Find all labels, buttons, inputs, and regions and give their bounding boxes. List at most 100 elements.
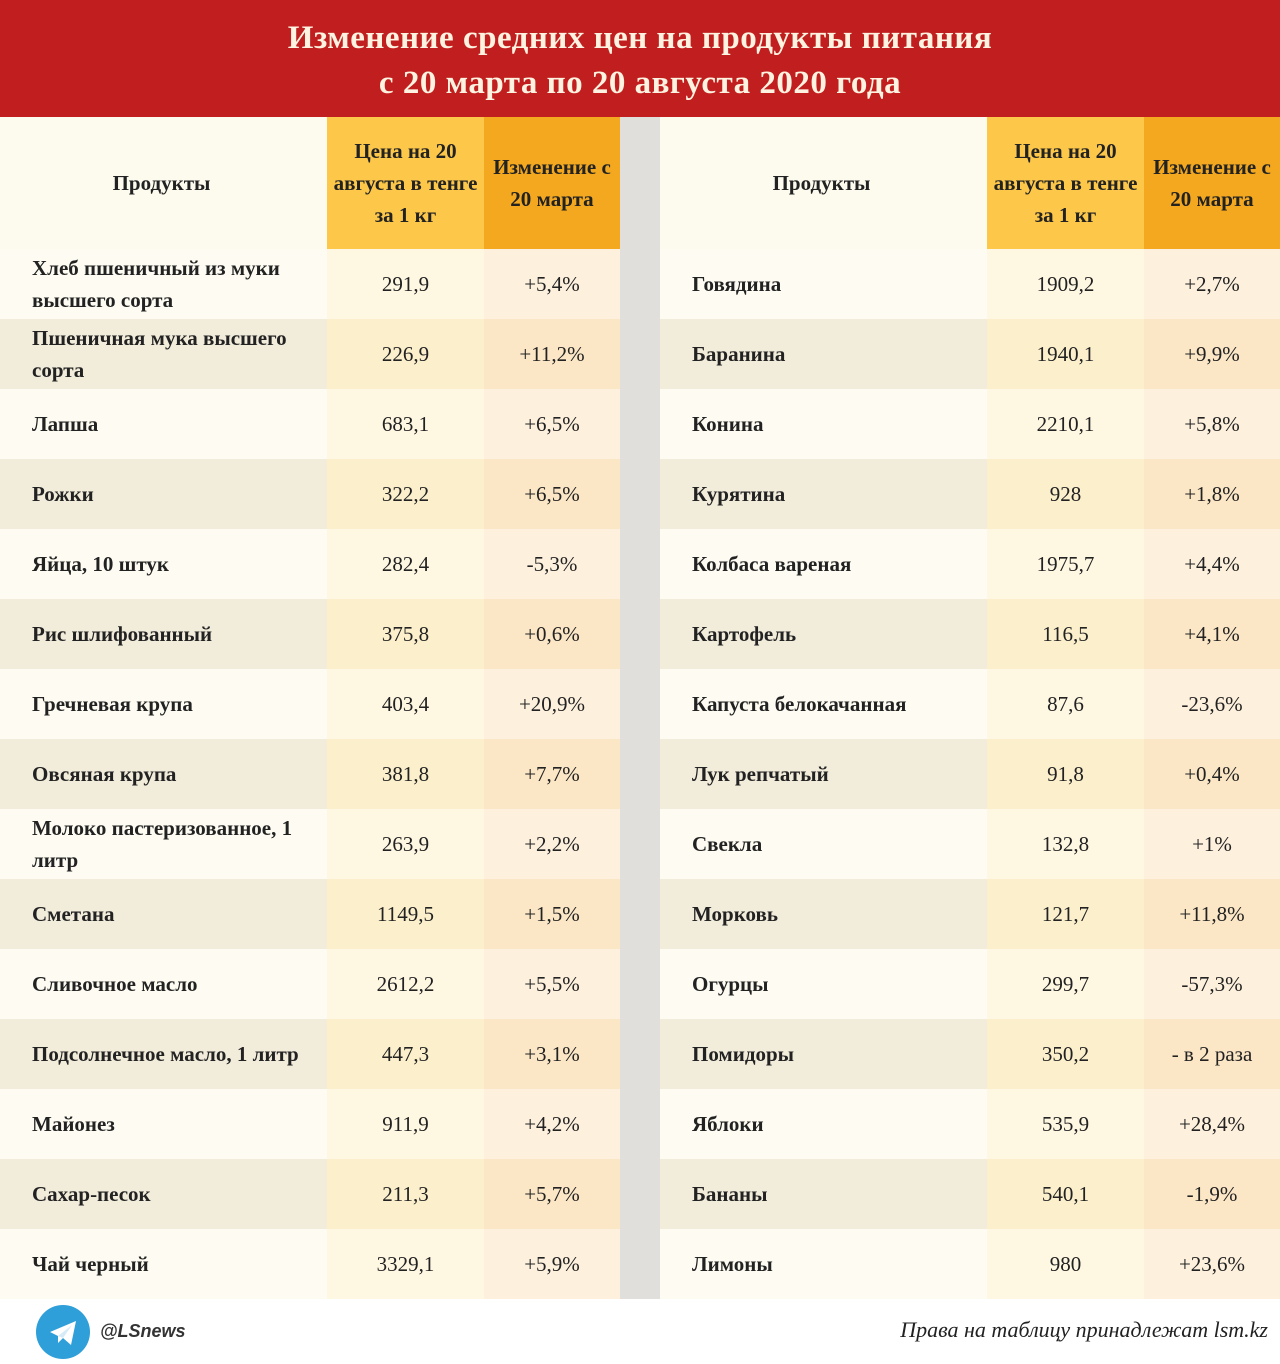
price-cell: 226,9 [327,319,484,389]
table-row: Овсяная крупа 381,8 +7,7% [0,739,620,809]
table-row: Чай черный 3329,1 +5,9% [0,1229,620,1299]
table-row: Капуста белокачанная 87,6 -23,6% [660,669,1280,739]
table-divider [620,117,660,1299]
table-row: Огурцы 299,7 -57,3% [660,949,1280,1019]
product-cell: Лимоны [660,1229,987,1299]
product-cell: Лук репчатый [660,739,987,809]
change-cell: +28,4% [1144,1089,1280,1159]
product-cell: Баранина [660,319,987,389]
price-cell: 211,3 [327,1159,484,1229]
change-cell: +11,8% [1144,879,1280,949]
table-row: Хлеб пшеничный из муки высшего сорта 291,… [0,249,620,319]
price-cell: 911,9 [327,1089,484,1159]
product-cell: Яблоки [660,1089,987,1159]
table-row: Баранина 1940,1 +9,9% [660,319,1280,389]
price-cell: 291,9 [327,249,484,319]
product-cell: Яйца, 10 штук [0,529,327,599]
product-cell: Морковь [660,879,987,949]
change-cell: +5,4% [484,249,620,319]
table-row: Помидоры 350,2- в 2 раза [660,1019,1280,1089]
table-row: Гречневая крупа 403,4 +20,9% [0,669,620,739]
change-cell: +23,6% [1144,1229,1280,1299]
price-cell: 322,2 [327,459,484,529]
footer: @LSnews Права на таблицу принадлежат lsm… [0,1299,1280,1362]
change-cell: +20,9% [484,669,620,739]
price-cell: 980 [987,1229,1144,1299]
price-cell: 299,7 [987,949,1144,1019]
table-header: Продукты Цена на 20 августа в тенге за 1… [0,117,620,249]
table-row: Говядина 1909,2 +2,7% [660,249,1280,319]
change-cell: +2,7% [1144,249,1280,319]
product-cell: Пшеничная мука высшего сорта [0,319,327,389]
change-cell: - в 2 раза [1144,1019,1280,1089]
telegram-handle[interactable]: @LSnews [100,1321,186,1341]
change-cell: +4,4% [1144,529,1280,599]
price-cell: 375,8 [327,599,484,669]
change-cell: -23,6% [1144,669,1280,739]
table-row: Лапша 683,1 +6,5% [0,389,620,459]
price-cell: 3329,1 [327,1229,484,1299]
product-cell: Картофель [660,599,987,669]
change-cell: +5,5% [484,949,620,1019]
title-line-2: с 20 марта по 20 августа 2020 года [378,65,902,101]
price-cell: 2210,1 [987,389,1144,459]
product-cell: Майонез [0,1089,327,1159]
table-row: Колбаса вареная 1975,7 +4,4% [660,529,1280,599]
product-cell: Лапша [0,389,327,459]
table-row: Рис шлифованный 375,8 +0,6% [0,599,620,669]
product-cell: Рожки [0,459,327,529]
telegram-icon[interactable] [36,1305,90,1359]
table-row: Бананы 540,1 -1,9% [660,1159,1280,1229]
price-cell: 116,5 [987,599,1144,669]
price-cell: 132,8 [987,809,1144,879]
table-row: Сметана 1149,5 +1,5% [0,879,620,949]
price-cell: 87,6 [987,669,1144,739]
price-cell: 683,1 [327,389,484,459]
change-cell: +9,9% [1144,319,1280,389]
change-cell: -57,3% [1144,949,1280,1019]
product-cell: Чай черный [0,1229,327,1299]
table-row: Яйца, 10 штук 282,4 -5,3% [0,529,620,599]
table-row: Яблоки 535,9 +28,4% [660,1089,1280,1159]
price-cell: 381,8 [327,739,484,809]
change-cell: +1,8% [1144,459,1280,529]
product-cell: Капуста белокачанная [660,669,987,739]
price-cell: 350,2 [987,1019,1144,1089]
product-cell: Сахар-песок [0,1159,327,1229]
title-line-1: Изменение средних цен на продукты питани… [287,20,993,56]
price-cell: 282,4 [327,529,484,599]
table-row: Морковь 121,7 +11,8% [660,879,1280,949]
change-cell: +1% [1144,809,1280,879]
header-price: Цена на 20 августа в тенге за 1 кг [327,117,484,249]
change-cell: +3,1% [484,1019,620,1089]
change-cell: +5,9% [484,1229,620,1299]
price-cell: 447,3 [327,1019,484,1089]
price-cell: 928 [987,459,1144,529]
change-cell: -1,9% [1144,1159,1280,1229]
table-header: Продукты Цена на 20 августа в тенге за 1… [660,117,1280,249]
table-row: Лимоны 980 +23,6% [660,1229,1280,1299]
left-table: Продукты Цена на 20 августа в тенге за 1… [0,117,620,1299]
price-cell: 403,4 [327,669,484,739]
header-change: Изменение с 20 марта [1144,117,1280,249]
product-cell: Говядина [660,249,987,319]
product-cell: Молоко пастеризованное, 1 литр [0,809,327,879]
change-cell: +4,2% [484,1089,620,1159]
table-row: Молоко пастеризованное, 1 литр 263,9 +2,2% [0,809,620,879]
change-cell: +0,4% [1144,739,1280,809]
table-row: Майонез 911,9 +4,2% [0,1089,620,1159]
change-cell: +11,2% [484,319,620,389]
price-cell: 2612,2 [327,949,484,1019]
product-cell: Рис шлифованный [0,599,327,669]
change-cell: +2,2% [484,809,620,879]
change-cell: +5,8% [1144,389,1280,459]
copyright-note: Права на таблицу принадлежат lsm.kz [900,1317,1268,1342]
product-cell: Огурцы [660,949,987,1019]
change-cell: +1,5% [484,879,620,949]
table-row: Картофель 116,5 +4,1% [660,599,1280,669]
change-cell: -5,3% [484,529,620,599]
price-cell: 540,1 [987,1159,1144,1229]
price-cell: 263,9 [327,809,484,879]
product-cell: Свекла [660,809,987,879]
table-row: Пшеничная мука высшего сорта 226,9 +11,2% [0,319,620,389]
